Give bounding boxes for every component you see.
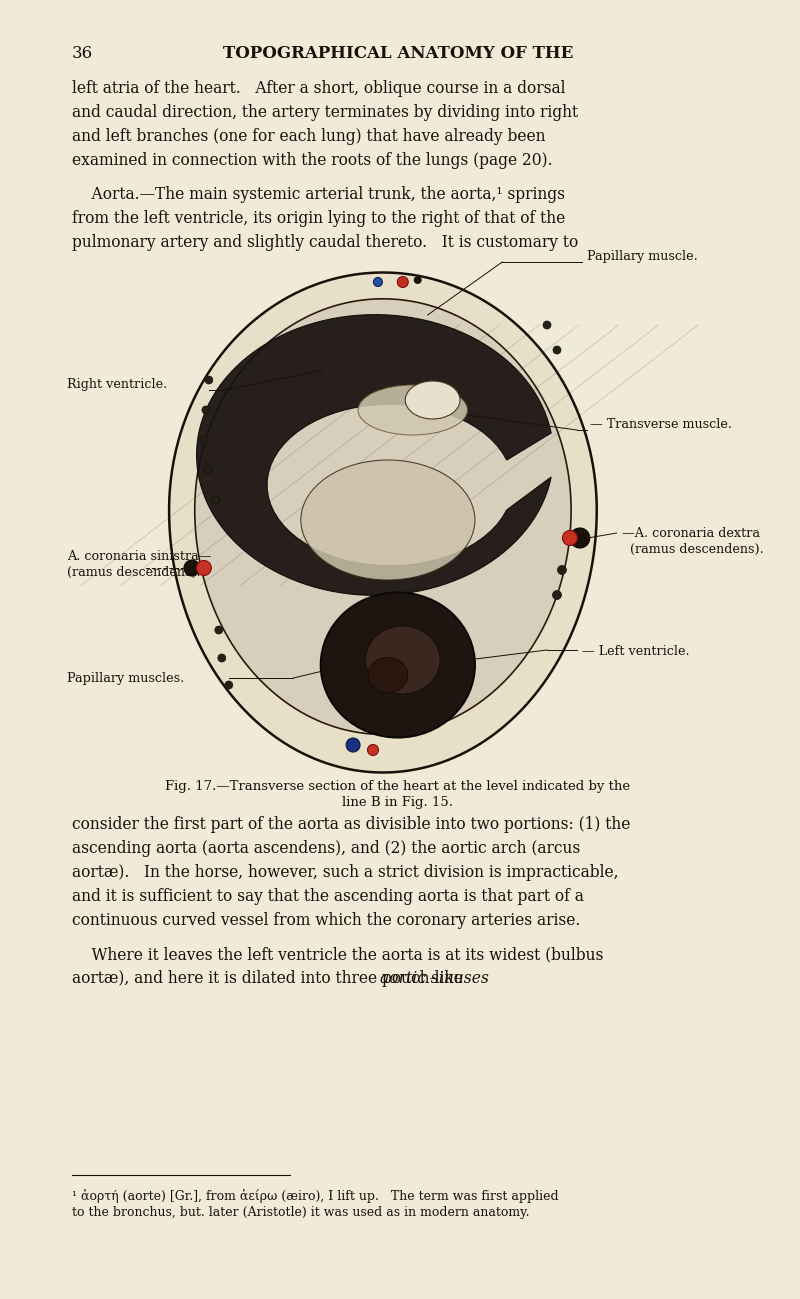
- Polygon shape: [194, 299, 571, 734]
- Polygon shape: [169, 273, 597, 773]
- Text: continuous curved vessel from which the coronary arteries arise.: continuous curved vessel from which the …: [72, 912, 580, 929]
- Text: and it is sufficient to say that the ascending aorta is that part of a: and it is sufficient to say that the asc…: [72, 889, 583, 905]
- Ellipse shape: [366, 626, 440, 694]
- Polygon shape: [197, 314, 551, 595]
- Circle shape: [374, 278, 382, 287]
- Circle shape: [202, 407, 210, 414]
- Circle shape: [553, 591, 562, 600]
- Text: A. coronaria sinistra—: A. coronaria sinistra—: [66, 549, 211, 562]
- Text: and caudal direction, the artery terminates by dividing into right: and caudal direction, the artery termina…: [72, 104, 578, 121]
- Text: pulmonary artery and slightly caudal thereto.   It is customary to: pulmonary artery and slightly caudal the…: [72, 234, 578, 251]
- Circle shape: [414, 275, 422, 284]
- Circle shape: [205, 375, 213, 385]
- Circle shape: [200, 436, 208, 444]
- Circle shape: [367, 744, 378, 756]
- Text: aortæ), and here it is dilated into three pouch-like: aortæ), and here it is dilated into thre…: [72, 970, 467, 987]
- Text: (ramus descendens).: (ramus descendens).: [630, 543, 763, 556]
- Text: TOPOGRAPHICAL ANATOMY OF THE: TOPOGRAPHICAL ANATOMY OF THE: [222, 45, 573, 62]
- Ellipse shape: [321, 592, 475, 738]
- Text: aortæ).   In the horse, however, such a strict division is impracticable,: aortæ). In the horse, however, such a st…: [72, 864, 618, 881]
- Circle shape: [218, 653, 226, 662]
- Circle shape: [212, 496, 220, 504]
- Text: left atria of the heart.   After a short, oblique course in a dorsal: left atria of the heart. After a short, …: [72, 81, 565, 97]
- Ellipse shape: [368, 657, 408, 692]
- Text: Aorta.—The main systemic arterial trunk, the aorta,¹ springs: Aorta.—The main systemic arterial trunk,…: [72, 186, 565, 203]
- Text: aortic sinuses: aortic sinuses: [380, 970, 489, 987]
- Text: ascending aorta (aorta ascendens), and (2) the aortic arch (arcus: ascending aorta (aorta ascendens), and (…: [72, 840, 580, 857]
- Ellipse shape: [301, 460, 475, 579]
- Text: from the left ventricle, its origin lying to the right of that of the: from the left ventricle, its origin lyin…: [72, 210, 565, 227]
- Text: to the bronchus, but. later (Aristotle) it was used as in modern anatomy.: to the bronchus, but. later (Aristotle) …: [72, 1205, 529, 1218]
- Circle shape: [204, 466, 212, 474]
- Ellipse shape: [358, 385, 467, 435]
- Circle shape: [346, 738, 360, 752]
- Circle shape: [558, 565, 566, 574]
- Text: Where it leaves the left ventricle the aorta is at its widest (bulbus: Where it leaves the left ventricle the a…: [72, 946, 603, 963]
- Ellipse shape: [406, 381, 460, 420]
- Text: —A. coronaria dextra: —A. coronaria dextra: [622, 527, 760, 540]
- Text: line B in Fig. 15.: line B in Fig. 15.: [342, 796, 454, 809]
- Circle shape: [197, 560, 211, 575]
- Circle shape: [215, 626, 222, 634]
- Text: Right ventricle.: Right ventricle.: [66, 378, 167, 391]
- Text: — Transverse muscle.: — Transverse muscle.: [590, 418, 732, 431]
- Text: (ramus descendens).: (ramus descendens).: [66, 566, 200, 579]
- Circle shape: [543, 321, 551, 329]
- Circle shape: [562, 530, 578, 546]
- Circle shape: [398, 277, 408, 287]
- Text: and left branches (one for each lung) that have already been: and left branches (one for each lung) th…: [72, 129, 545, 145]
- Circle shape: [553, 346, 561, 355]
- Text: consider the first part of the aorta as divisible into two portions: (1) the: consider the first part of the aorta as …: [72, 816, 630, 833]
- Circle shape: [570, 527, 590, 548]
- Text: Papillary muscles.: Papillary muscles.: [66, 672, 184, 685]
- Text: ¹ ἀορτή (aorte) [Gr.], from ἀείρω (æiro), I lift up.   The term was first applie: ¹ ἀορτή (aorte) [Gr.], from ἀείρω (æiro)…: [72, 1189, 558, 1203]
- Text: 36: 36: [72, 45, 93, 62]
- Text: Papillary muscle.: Papillary muscle.: [587, 249, 698, 262]
- Text: — Left ventricle.: — Left ventricle.: [582, 646, 690, 659]
- Circle shape: [225, 681, 233, 688]
- Text: examined in connection with the roots of the lungs (page 20).: examined in connection with the roots of…: [72, 152, 552, 169]
- Text: Fig. 17.—Transverse section of the heart at the level indicated by the: Fig. 17.—Transverse section of the heart…: [166, 779, 630, 792]
- Circle shape: [184, 560, 200, 575]
